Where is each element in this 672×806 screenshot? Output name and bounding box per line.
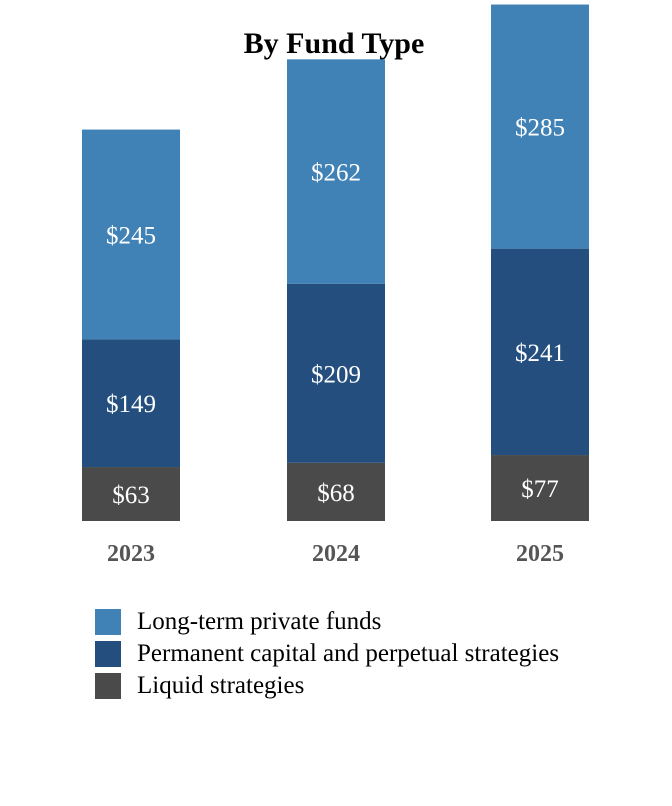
data-label-liquid-2024: $68 [317, 480, 355, 507]
chart-title: By Fund Type [244, 27, 425, 60]
data-label-liquid-2023: $63 [112, 482, 150, 509]
bar-permanent-2023 [82, 339, 180, 468]
bar-permanent-2025 [491, 248, 589, 456]
bar-liquid-2025 [491, 455, 589, 521]
legend: Long-term private funds Permanent capita… [95, 606, 559, 702]
category-label-2025: 2025 [516, 541, 564, 567]
data-label-permanent-2023: $149 [106, 391, 156, 418]
category-label-2023: 2023 [107, 541, 155, 567]
legend-item-long-term: Long-term private funds [95, 606, 559, 638]
data-label-long-term-2025: $285 [515, 115, 565, 142]
data-label-liquid-2025: $77 [521, 476, 559, 503]
legend-swatch-permanent [95, 641, 121, 667]
bar-long-term-2024 [287, 59, 385, 284]
bar-long-term-2023 [82, 129, 180, 340]
bar-liquid-2024 [287, 462, 385, 521]
data-label-permanent-2025: $241 [515, 340, 565, 367]
legend-swatch-long-term [95, 609, 121, 635]
legend-item-liquid: Liquid strategies [95, 670, 559, 702]
legend-label-permanent: Permanent capital and perpetual strategi… [137, 640, 560, 667]
data-label-permanent-2024: $209 [311, 361, 361, 388]
legend-swatch-liquid [95, 673, 121, 699]
category-label-2024: 2024 [312, 541, 360, 567]
data-label-long-term-2024: $262 [311, 160, 361, 187]
legend-item-permanent: Permanent capital and perpetual strategi… [95, 638, 559, 670]
legend-label-liquid: Liquid strategies [137, 672, 305, 699]
bars-group: $63 $149 $245 $68 $209 $262 $77 $241 $285 [82, 4, 589, 521]
category-labels: 2023 2024 2025 [107, 541, 564, 567]
bar-permanent-2024 [287, 283, 385, 463]
legend-label-long-term: Long-term private funds [137, 608, 382, 635]
data-label-long-term-2023: $245 [106, 223, 156, 250]
bar-liquid-2023 [82, 467, 180, 521]
bar-long-term-2025 [491, 4, 589, 249]
